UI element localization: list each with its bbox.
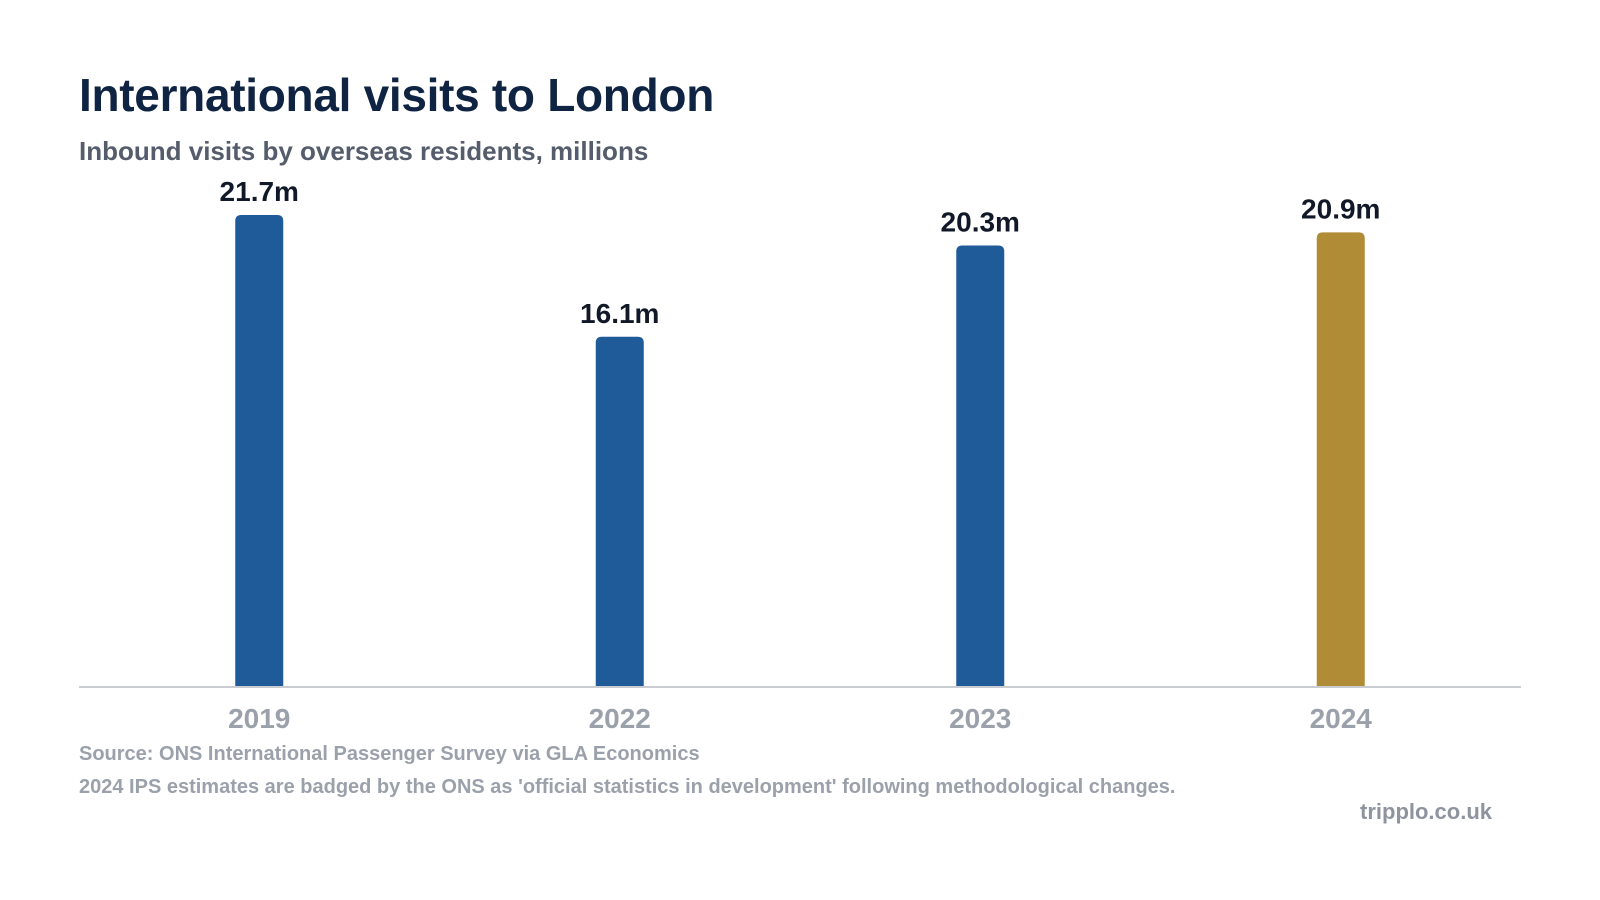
value-labels-group: 21.7m 16.1m 20.3m 20.9m — [220, 176, 1381, 329]
source-note: Source: ONS International Passenger Surv… — [79, 743, 700, 765]
brand-link[interactable]: tripplo.co.uk — [1360, 799, 1492, 824]
bars-group — [235, 215, 1365, 688]
value-label-2019: 21.7m — [220, 176, 299, 207]
chart-subtitle: Inbound visits by overseas residents, mi… — [79, 136, 649, 166]
x-tick-label-2019: 2019 — [228, 703, 290, 734]
x-tick-label-2024: 2024 — [1310, 703, 1373, 734]
bar-2023 — [956, 245, 1005, 688]
chart-title: International visits to London — [79, 69, 715, 121]
bar-2024 — [1316, 232, 1365, 687]
x-tick-label-2023: 2023 — [949, 703, 1011, 734]
bar-2022 — [595, 336, 644, 687]
methodology-note: 2024 IPS estimates are badged by the ONS… — [79, 776, 1176, 798]
x-tick-labels-group: 2019 2022 2023 2024 — [228, 703, 1372, 734]
value-label-2024: 20.9m — [1301, 193, 1380, 224]
value-label-2022: 16.1m — [580, 298, 659, 329]
value-label-2023: 20.3m — [941, 206, 1020, 237]
x-tick-label-2022: 2022 — [589, 703, 651, 734]
bar-2019 — [235, 215, 284, 687]
